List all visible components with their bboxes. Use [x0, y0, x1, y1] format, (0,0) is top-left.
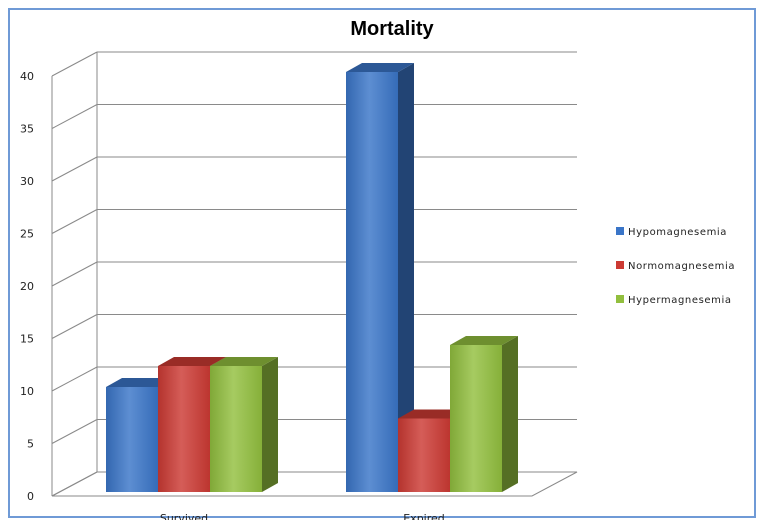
y-tick-label: 15 [20, 333, 34, 346]
gridline-side [51, 209, 98, 234]
legend-label: Normomagnesemia [628, 261, 735, 272]
bar-side [262, 357, 278, 492]
y-tick-label: 0 [27, 490, 34, 503]
legend-swatch [616, 227, 624, 235]
y-tick-label: 30 [20, 175, 34, 188]
chart-title: Mortality [350, 18, 434, 40]
bar-top [158, 357, 226, 366]
bar-top [450, 336, 518, 345]
bar [450, 345, 502, 492]
y-tick-label: 25 [20, 228, 34, 241]
gridline-side [51, 366, 98, 392]
gridline-side [51, 419, 98, 444]
bar-top [398, 409, 466, 419]
bar [158, 366, 210, 492]
legend-label: Hypermagnesemia [628, 295, 732, 306]
legend-label: Hypomagnesemia [628, 227, 727, 238]
x-tick-label: Expired [403, 512, 445, 520]
legend-swatch [616, 261, 624, 269]
gridline-side [51, 261, 98, 287]
bar [106, 387, 158, 492]
gridline-side [51, 156, 98, 182]
bar [346, 72, 398, 492]
gridline-side [51, 51, 98, 77]
bar-top [210, 357, 278, 366]
legend-swatch [616, 295, 624, 303]
bar [398, 418, 450, 492]
bar-side [398, 63, 414, 492]
x-tick-label: Survived [160, 512, 208, 520]
y-tick-label: 35 [20, 123, 34, 136]
y-tick-label: 10 [20, 385, 34, 398]
bar-top [346, 63, 414, 72]
bar-top [106, 378, 174, 387]
gridline-side [51, 104, 98, 129]
chart-floor [51, 471, 578, 497]
bar-side [502, 336, 518, 492]
gridline-side [51, 314, 98, 339]
bar [210, 366, 262, 492]
y-tick-label: 5 [27, 438, 34, 451]
y-tick-label: 40 [20, 70, 34, 83]
y-tick-label: 20 [20, 280, 34, 293]
